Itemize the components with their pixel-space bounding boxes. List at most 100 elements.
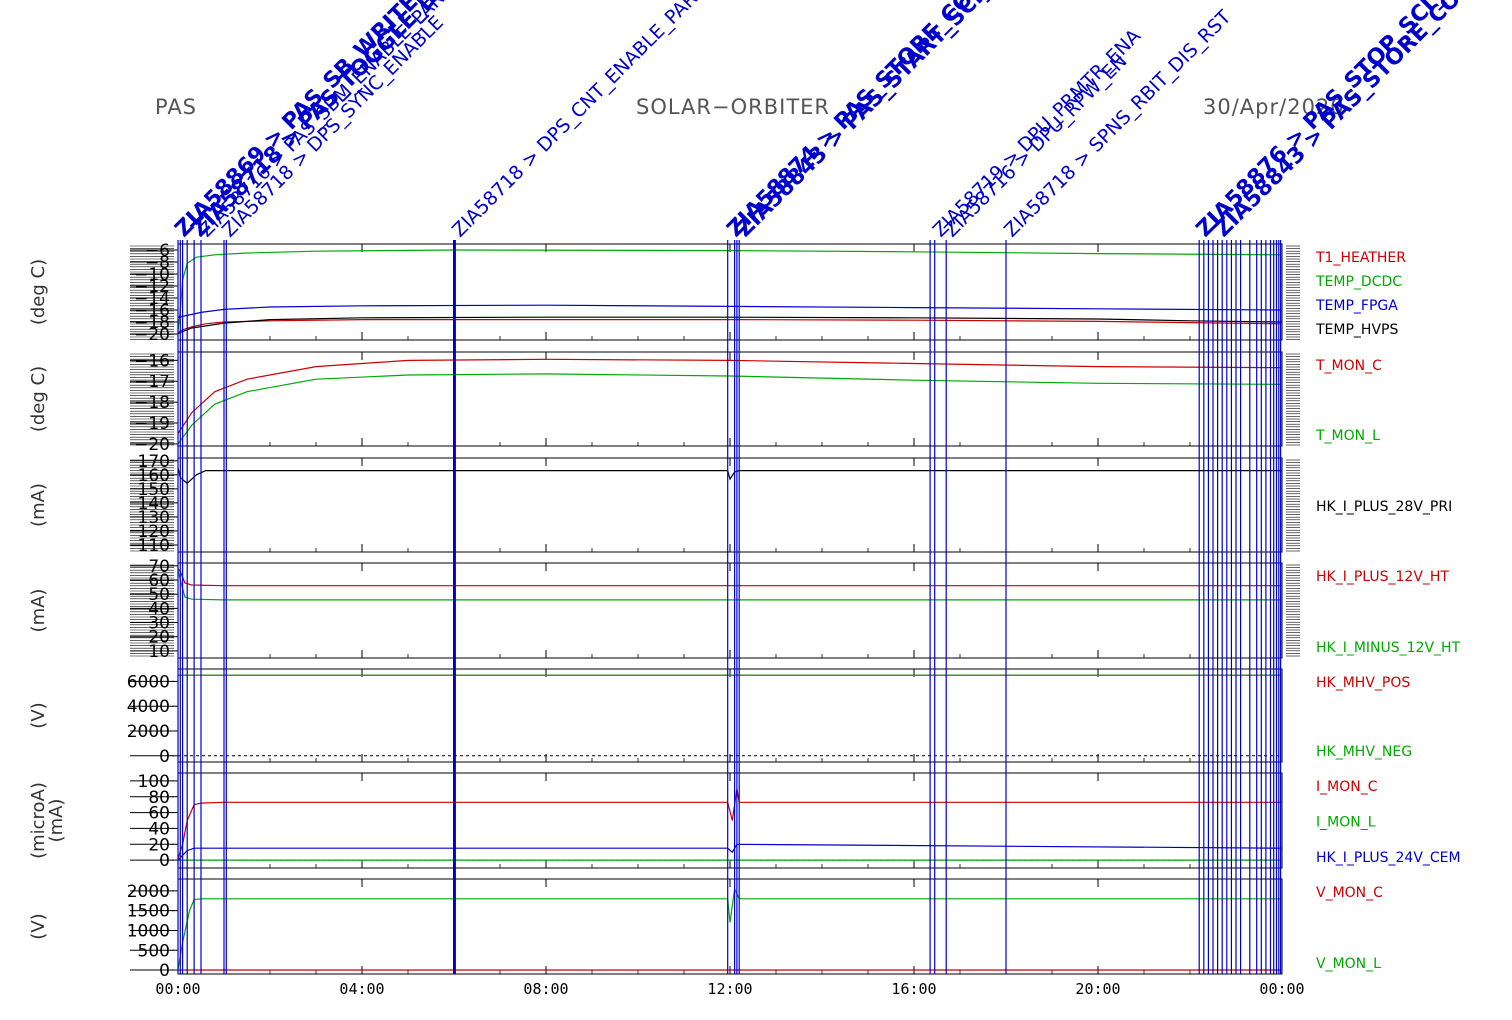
- y-tick-label: 130: [138, 508, 170, 528]
- y-tick-label: 70: [148, 557, 170, 577]
- series-line: [177, 568, 1282, 587]
- series-label: T_MON_L: [1315, 428, 1380, 444]
- instrument-title: PAS: [155, 95, 198, 119]
- panel-frame: [177, 243, 1283, 341]
- series-line: [177, 843, 1283, 861]
- minor-ticks: [130, 245, 1300, 340]
- minor-ticks: [130, 459, 1300, 552]
- y-tick-label: 50: [148, 585, 170, 605]
- y-tick-label: −19: [134, 414, 170, 434]
- y-axis-label: (mA): [28, 589, 49, 633]
- y-tick-label: 0: [159, 747, 170, 767]
- series-line: [177, 316, 1283, 334]
- minor-ticks: [130, 353, 1300, 446]
- x-tick-label: 20:00: [1075, 980, 1120, 998]
- y-tick-label: 40: [148, 819, 170, 839]
- series-label: HK_I_MINUS_12V_HT: [1316, 640, 1461, 656]
- y-tick-label: 110: [138, 536, 170, 556]
- series-label: HK_MHV_POS: [1316, 675, 1410, 691]
- series-line: [177, 358, 1283, 434]
- series-label: I_MON_L: [1316, 815, 1376, 831]
- y-tick-label: −16: [134, 301, 170, 321]
- panel-frame: [177, 562, 1283, 659]
- y-tick-label: −18: [134, 313, 170, 333]
- panels-layer: −6−8−10−12−14−16−18−20(deg C)T1_HEATHERT…: [28, 241, 1461, 981]
- y-tick-label: 500: [138, 941, 170, 961]
- series-label: T_MON_C: [1315, 358, 1382, 374]
- panel-frame: [177, 668, 1283, 763]
- panel-2: −16−17−18−19−20 (deg C) T_MON_C T_MON_L: [28, 351, 1382, 455]
- series-label: TEMP_HVPS: [1315, 322, 1398, 338]
- event-label: ZIA58718 > DPS_CNT_ENABLE_PARS: [448, 0, 710, 242]
- y-axis-label: (deg C): [28, 366, 49, 432]
- y-tick-label: −8: [145, 253, 170, 273]
- y-tick-label: 60: [148, 571, 170, 591]
- series-line: [177, 467, 1282, 485]
- y-tick-label: 140: [138, 494, 170, 514]
- y-axis-label: (microA): [28, 782, 49, 859]
- y-axis-label: (mA): [28, 483, 49, 527]
- y-axis-label-2: (mA): [46, 799, 67, 843]
- y-tick-label: 80: [148, 788, 170, 808]
- y-tick-label: 0: [159, 851, 170, 871]
- x-tick-label: 04:00: [339, 980, 384, 998]
- x-tick-label: 00:00: [1259, 980, 1304, 998]
- y-tick-label: 30: [148, 614, 170, 634]
- series-line: [177, 319, 1283, 334]
- y-tick-label: 150: [138, 480, 170, 500]
- y-tick-label: 10: [148, 642, 170, 662]
- minor-ticks: [130, 564, 1300, 657]
- series-label: HK_I_PLUS_28V_PRI: [1316, 499, 1452, 515]
- y-tick-label: 2000: [127, 882, 170, 902]
- y-tick-label: 20: [148, 835, 170, 855]
- y-tick-label: 1000: [127, 921, 170, 941]
- y-axis-label: (V): [28, 913, 49, 939]
- y-tick-label: −18: [134, 393, 170, 413]
- series-label: HK_I_PLUS_24V_CEM: [1316, 850, 1461, 866]
- x-tick-label: 12:00: [707, 980, 752, 998]
- panel-frame: [177, 457, 1283, 553]
- x-tick-label: 08:00: [523, 980, 568, 998]
- y-tick-label: −6: [145, 241, 170, 261]
- x-axis: 00:00 04:00 08:00 12:00 16:00 20:00 00:00: [155, 980, 1304, 998]
- x-tick-label: 00:00: [155, 980, 200, 998]
- y-tick-label: 6000: [127, 672, 170, 692]
- series-label: I_MON_C: [1316, 779, 1378, 795]
- y-tick-label: 160: [138, 466, 170, 486]
- series-label: T1_HEATHER: [1315, 250, 1406, 266]
- y-tick-label: 40: [148, 599, 170, 619]
- panel-frame: [177, 351, 1283, 447]
- y-tick-label: −16: [134, 351, 170, 371]
- series-line: [177, 304, 1283, 318]
- y-tick-label: −20: [134, 435, 170, 455]
- panel-1: −6−8−10−12−14−16−18−20 (deg C) T1_HEATHER T…: [28, 241, 1406, 345]
- y-tick-label: −20: [134, 325, 170, 345]
- y-tick-label: −17: [134, 372, 170, 392]
- series-line: [177, 373, 1283, 445]
- y-tick-label: 100: [138, 772, 170, 792]
- event-label: ZIA58718 > DPS_SYNC_ENABLE: [218, 12, 448, 242]
- y-tick-label: 170: [138, 452, 170, 472]
- series-label: V_MON_C: [1316, 885, 1383, 901]
- panel-frame: [177, 772, 1283, 869]
- y-tick-label: 120: [138, 522, 170, 542]
- y-tick-label: −12: [134, 277, 170, 297]
- event-line-layer: [177, 240, 1282, 974]
- series-label: V_MON_L: [1316, 956, 1381, 972]
- mission-title: SOLAR−ORBITER: [636, 95, 831, 119]
- y-tick-label: −14: [134, 289, 170, 309]
- event-label: ZIA58843 > PAS_STORE_CONFIG: [1210, 0, 1508, 242]
- series-line: [177, 886, 1282, 971]
- series-line: [177, 569, 1282, 601]
- y-tick-label: 2000: [127, 722, 170, 742]
- y-tick-label: 1500: [127, 902, 170, 922]
- series-label: HK_MHV_NEG: [1316, 744, 1412, 760]
- y-tick-label: 60: [148, 804, 170, 824]
- series-label: HK_I_PLUS_12V_HT: [1316, 569, 1449, 585]
